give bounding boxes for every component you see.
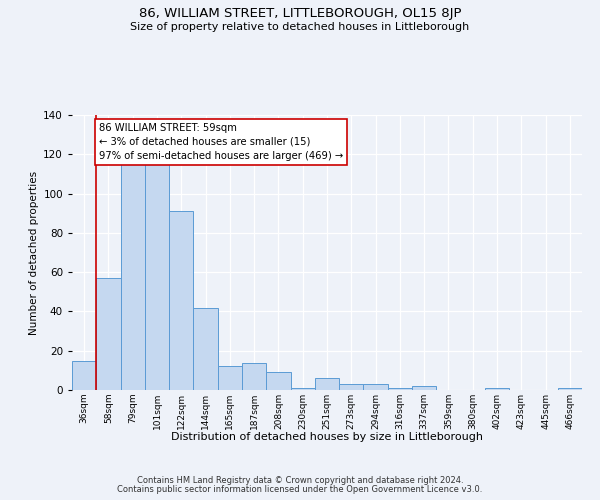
Bar xyxy=(388,388,412,390)
Bar xyxy=(364,384,388,390)
Bar xyxy=(242,362,266,390)
Text: Contains HM Land Registry data © Crown copyright and database right 2024.: Contains HM Land Registry data © Crown c… xyxy=(137,476,463,485)
Bar xyxy=(485,388,509,390)
Bar xyxy=(169,211,193,390)
Y-axis label: Number of detached properties: Number of detached properties xyxy=(29,170,39,334)
Bar xyxy=(266,372,290,390)
Bar xyxy=(290,388,315,390)
Bar xyxy=(96,278,121,390)
Text: 86 WILLIAM STREET: 59sqm
← 3% of detached houses are smaller (15)
97% of semi-de: 86 WILLIAM STREET: 59sqm ← 3% of detache… xyxy=(99,123,343,161)
Text: Contains public sector information licensed under the Open Government Licence v3: Contains public sector information licen… xyxy=(118,485,482,494)
Bar xyxy=(121,164,145,390)
Bar xyxy=(145,158,169,390)
Bar xyxy=(558,388,582,390)
Text: Distribution of detached houses by size in Littleborough: Distribution of detached houses by size … xyxy=(171,432,483,442)
Bar xyxy=(193,308,218,390)
Bar xyxy=(339,384,364,390)
Bar xyxy=(315,378,339,390)
Bar xyxy=(72,360,96,390)
Bar xyxy=(218,366,242,390)
Text: Size of property relative to detached houses in Littleborough: Size of property relative to detached ho… xyxy=(130,22,470,32)
Text: 86, WILLIAM STREET, LITTLEBOROUGH, OL15 8JP: 86, WILLIAM STREET, LITTLEBOROUGH, OL15 … xyxy=(139,8,461,20)
Bar xyxy=(412,386,436,390)
